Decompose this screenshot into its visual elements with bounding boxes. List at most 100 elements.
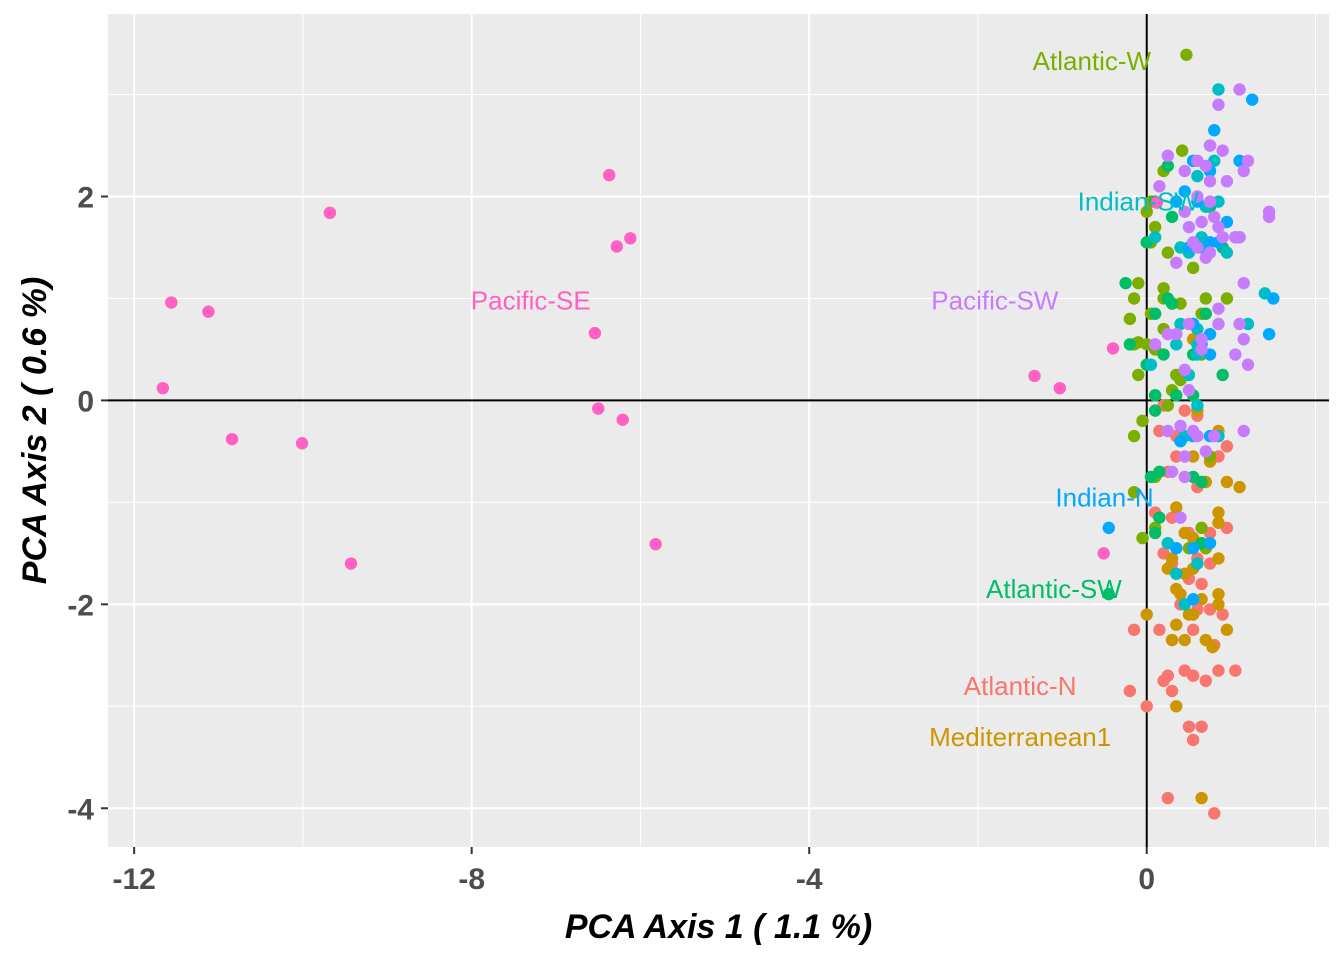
data-point <box>1212 317 1225 331</box>
data-point <box>1212 664 1225 677</box>
data-point <box>1182 220 1196 234</box>
data-point <box>1170 338 1183 351</box>
data-point <box>588 326 602 340</box>
data-point <box>1191 557 1204 570</box>
data-point <box>1212 98 1225 111</box>
data-point <box>1237 424 1250 438</box>
y-tick-labels: -4 -2 0 2 <box>67 182 94 827</box>
y-tick-label: 2 <box>77 182 94 215</box>
y-tick-label: -4 <box>67 793 94 826</box>
data-point <box>323 206 337 220</box>
data-point <box>1148 404 1162 417</box>
data-point <box>1186 542 1200 555</box>
data-point <box>1212 506 1225 519</box>
data-point <box>1191 190 1204 203</box>
data-point <box>1182 720 1196 733</box>
y-axis-title: PCA Axis 2 ( 0.6 %) <box>16 277 54 584</box>
data-point <box>1165 465 1179 478</box>
data-point <box>156 381 170 395</box>
data-point <box>1191 399 1204 412</box>
data-point <box>1178 363 1191 377</box>
data-point <box>1195 475 1208 489</box>
data-point <box>1199 292 1213 305</box>
data-point <box>1203 175 1217 188</box>
data-point <box>1178 205 1191 218</box>
data-point <box>1165 210 1179 224</box>
data-point <box>603 168 616 182</box>
y-tick-label: 0 <box>77 385 94 418</box>
data-point <box>1216 368 1229 382</box>
series-pacific-sw <box>1148 83 1276 524</box>
data-point <box>1053 381 1067 395</box>
data-point <box>1203 195 1217 208</box>
data-point <box>1195 720 1208 733</box>
data-point <box>1186 623 1200 637</box>
data-point <box>1178 404 1191 417</box>
data-point <box>1199 674 1213 688</box>
data-point <box>1140 205 1153 218</box>
data-point <box>1233 317 1246 331</box>
data-point <box>1199 251 1213 264</box>
data-point <box>1150 196 1164 209</box>
data-point <box>1212 302 1225 315</box>
data-point <box>1195 333 1208 346</box>
data-point <box>1123 684 1137 698</box>
data-point <box>1191 169 1204 183</box>
x-tick-label: -4 <box>796 863 823 896</box>
data-point <box>1195 215 1208 229</box>
data-point <box>1199 159 1213 173</box>
data-point <box>1246 93 1259 106</box>
data-point <box>1203 236 1217 249</box>
data-point <box>1148 338 1162 351</box>
data-point <box>1148 220 1162 234</box>
data-point <box>1212 598 1225 611</box>
data-point <box>1212 552 1225 565</box>
data-point <box>1127 429 1141 443</box>
data-point <box>1233 480 1246 494</box>
data-point <box>1220 246 1234 259</box>
data-point <box>1140 608 1153 621</box>
data-point <box>1161 292 1175 305</box>
data-point <box>1148 231 1162 244</box>
data-point <box>1170 501 1183 514</box>
data-point <box>1157 348 1170 361</box>
data-point <box>1203 139 1217 152</box>
data-point <box>1170 256 1183 269</box>
data-point <box>1186 733 1200 747</box>
group-labels: Atlantic-N Mediterranean1 Atlantic-W Atlant… <box>471 46 1200 752</box>
data-point <box>1220 292 1234 305</box>
data-point <box>1148 389 1162 402</box>
x-tick-label: -12 <box>112 863 155 896</box>
data-point <box>1106 342 1120 355</box>
data-point <box>1144 470 1158 484</box>
data-point <box>225 432 239 446</box>
data-point <box>1157 674 1170 688</box>
data-point <box>1174 435 1187 448</box>
data-point <box>1212 220 1225 234</box>
data-point <box>1028 369 1041 383</box>
data-point <box>1178 164 1191 178</box>
data-point <box>1161 159 1175 173</box>
data-point <box>202 305 215 318</box>
data-point <box>1102 587 1115 601</box>
data-point <box>1237 164 1250 178</box>
group-label-mediterranean1: Mediterranean1 <box>929 722 1111 752</box>
group-label-atlantic-w: Atlantic-W <box>1033 46 1152 76</box>
x-tick-label: -8 <box>458 863 485 896</box>
data-point <box>1182 317 1196 331</box>
data-point <box>1170 195 1183 208</box>
group-label-indian-n: Indian-N <box>1055 482 1153 512</box>
data-point <box>1102 521 1115 535</box>
data-point <box>1203 536 1217 550</box>
group-label-pacific-se: Pacific-SE <box>471 286 591 316</box>
data-point <box>1161 246 1175 259</box>
data-point <box>1178 633 1191 647</box>
data-point <box>1178 470 1191 484</box>
x-axis-title: PCA Axis 1 ( 1.1 %) <box>565 908 872 946</box>
data-point <box>1199 307 1213 320</box>
data-point <box>1186 593 1200 606</box>
data-point <box>1148 307 1162 320</box>
grid-minor <box>108 14 1329 847</box>
series-pacific-se <box>156 168 1164 570</box>
